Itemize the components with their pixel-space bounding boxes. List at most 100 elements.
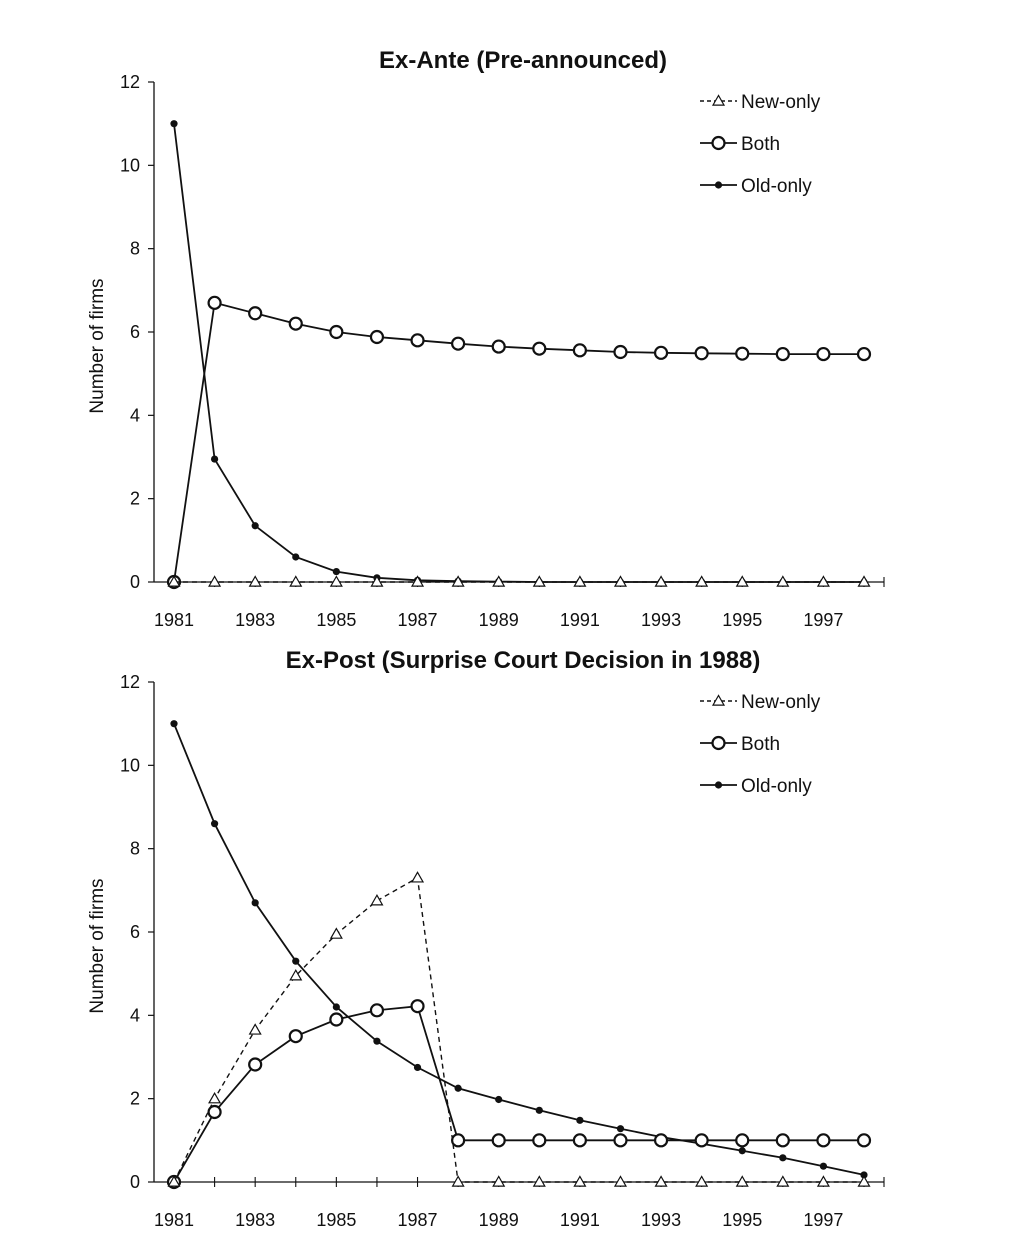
legend-marker (711, 694, 726, 706)
data-point (857, 1175, 871, 1187)
y-tick-label: 12 (120, 672, 140, 692)
x-tick-label: 1993 (641, 610, 681, 630)
data-point (779, 1154, 787, 1162)
y-axis-label: Number of firms (87, 278, 108, 413)
data-point (251, 899, 259, 907)
series-new-only (167, 575, 871, 587)
data-point (613, 344, 628, 360)
data-point (248, 306, 263, 321)
data-point (292, 553, 300, 561)
data-point (410, 575, 425, 587)
data-point (735, 1175, 749, 1187)
data-point (410, 999, 425, 1014)
y-tick-label: 8 (130, 239, 140, 259)
series-line (173, 301, 864, 583)
data-point (332, 567, 340, 576)
data-point (775, 1133, 790, 1148)
chart-title: Ex-Post (Surprise Court Decision in 1988… (286, 647, 761, 674)
data-point (775, 346, 790, 362)
y-tick-label: 4 (130, 1005, 140, 1025)
x-tick-label: 1991 (560, 610, 600, 630)
data-point (860, 1171, 868, 1179)
data-point (332, 1003, 340, 1011)
data-point (451, 1175, 465, 1187)
data-point (816, 346, 831, 362)
data-point (535, 1106, 543, 1114)
legend-entry: Both (741, 734, 780, 755)
data-point (613, 575, 628, 587)
legend: New-only Both Old-only (700, 92, 821, 197)
x-tick-label: 1989 (479, 1210, 519, 1230)
data-point (695, 1175, 709, 1187)
data-point (248, 1023, 262, 1035)
data-point (613, 1133, 628, 1148)
x-tick-label: 1995 (722, 610, 762, 630)
data-point (576, 1116, 584, 1124)
legend-marker (714, 781, 723, 789)
data-point (491, 339, 506, 354)
data-point (738, 1147, 746, 1155)
data-point (816, 575, 830, 587)
data-point (208, 575, 222, 587)
x-tick-label: 1997 (803, 1210, 843, 1230)
x-tick-label: 1983 (235, 1210, 275, 1230)
data-point (373, 1037, 381, 1045)
x-tick-label: 1981 (154, 610, 194, 630)
data-point (248, 1057, 263, 1072)
data-point (532, 341, 547, 356)
chart-panel-1: Ex-Ante (Pre-announced) 0 2 4 6 8 10 12 1981 1983… (87, 47, 885, 630)
y-tick-label: 0 (130, 1172, 140, 1192)
legend-marker (714, 181, 723, 189)
legend-entry: Old-only (741, 776, 812, 797)
x-tick-label: 1987 (398, 1210, 438, 1230)
y-tick-label: 2 (130, 1089, 140, 1109)
data-point (329, 575, 343, 587)
data-point (694, 1133, 709, 1148)
data-point (289, 969, 303, 981)
data-point (170, 720, 178, 728)
data-point (695, 575, 709, 587)
data-point (410, 333, 425, 348)
data-point (856, 1133, 872, 1148)
series-new-only (167, 871, 871, 1187)
data-point (735, 346, 750, 361)
data-point (207, 295, 222, 310)
data-point (532, 575, 546, 587)
data-point (654, 1175, 668, 1187)
data-point (170, 120, 178, 128)
legend-entry: New-only (741, 92, 821, 113)
data-point (329, 324, 344, 340)
data-point (208, 1091, 222, 1104)
data-point (370, 575, 384, 587)
data-point (454, 1084, 462, 1092)
chart-panel-2: Ex-Post (Surprise Court Decision in 1988… (87, 647, 885, 1230)
data-point (654, 575, 668, 587)
data-point (776, 575, 790, 587)
legend: New-only Both Old-only (700, 692, 821, 797)
x-tick-label: 1989 (479, 610, 519, 630)
x-tick-label: 1991 (560, 1210, 600, 1230)
data-point (288, 316, 303, 331)
data-point (819, 1162, 828, 1170)
y-tick-label: 6 (130, 922, 140, 942)
data-point (816, 1175, 830, 1187)
data-point (329, 927, 343, 939)
data-point (616, 1125, 625, 1133)
data-point (572, 1133, 587, 1148)
y-tick-label: 0 (130, 572, 140, 592)
legend-marker (711, 135, 726, 151)
data-point (532, 1175, 546, 1187)
x-tick-label: 1981 (154, 1210, 194, 1230)
data-point (492, 575, 506, 587)
y-axis-label: Number of firms (87, 878, 108, 1013)
data-point (532, 1133, 547, 1148)
data-point (492, 1175, 506, 1187)
data-point (694, 346, 709, 361)
data-point (210, 455, 219, 463)
y-tick-label: 12 (120, 72, 140, 92)
data-point (735, 575, 749, 587)
legend-entry: Both (741, 134, 780, 155)
legend-marker (711, 735, 726, 751)
series-line (173, 876, 864, 1183)
